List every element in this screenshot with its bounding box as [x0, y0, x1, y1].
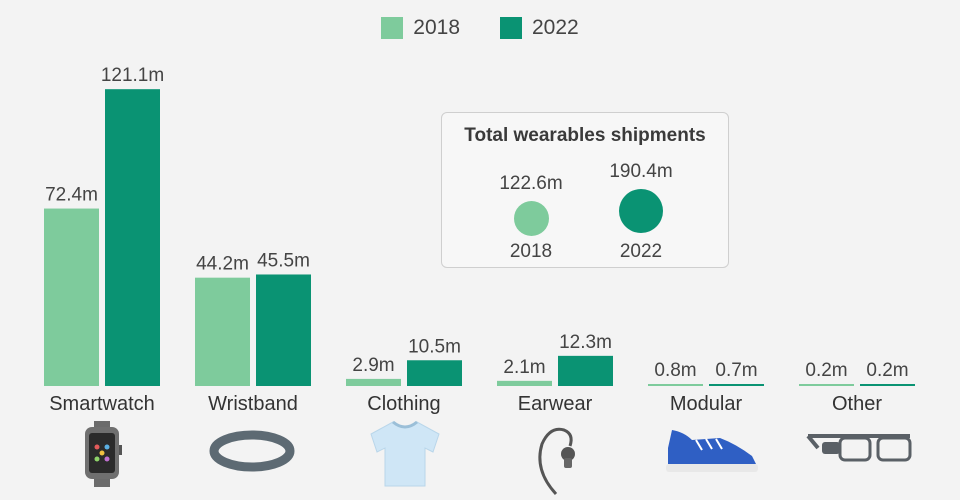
total-2018-value: 122.6m — [499, 173, 563, 194]
value-label-modular-2018: 0.8m — [654, 360, 696, 381]
bar-other-2022 — [860, 384, 915, 386]
bar-clothing-2018 — [346, 378, 401, 386]
t-shirt-icon — [370, 420, 440, 487]
value-label-other-2018: 0.2m — [805, 360, 847, 381]
bar-other-2018 — [799, 384, 854, 386]
chart-legend: 2018 2022 — [0, 16, 960, 40]
total-2018: 122.6m 2018 — [471, 173, 591, 273]
bar-smartwatch-2018 — [44, 208, 99, 386]
value-label-wristband-2018: 44.2m — [196, 254, 249, 275]
legend-swatch-2022 — [500, 17, 522, 39]
total-2022-value: 190.4m — [609, 161, 673, 182]
total-2022: 190.4m 2022 — [581, 161, 701, 271]
legend-item-2018: 2018 — [381, 16, 460, 40]
category-label-other: Other — [832, 393, 882, 415]
total-2018-year: 2018 — [509, 241, 553, 262]
category-label-modular: Modular — [670, 393, 743, 415]
value-label-clothing-2022: 10.5m — [408, 336, 461, 357]
category-label-smartwatch: Smartwatch — [49, 393, 155, 415]
value-label-other-2022: 0.2m — [866, 360, 908, 381]
legend-item-2022: 2022 — [500, 16, 579, 40]
value-label-earwear-2022: 12.3m — [559, 332, 612, 353]
category-label-wristband: Wristband — [208, 393, 298, 415]
category-label-earwear: Earwear — [518, 393, 593, 415]
total-2018-circle — [513, 201, 549, 236]
value-label-modular-2022: 0.7m — [715, 360, 757, 381]
bar-modular-2018 — [648, 384, 703, 386]
legend-label-2022: 2022 — [532, 16, 579, 39]
legend-swatch-2018 — [381, 17, 404, 39]
earpiece-icon — [538, 427, 575, 496]
value-label-smartwatch-2022: 121.1m — [101, 65, 164, 86]
bar-wristband-2022 — [256, 274, 311, 386]
total-shipments-title: Total wearables shipments — [464, 125, 706, 146]
bar-modular-2022 — [709, 384, 764, 386]
legend-label-2018: 2018 — [413, 16, 460, 39]
bars-group — [44, 89, 915, 386]
wristband-icon — [209, 430, 295, 472]
category-label-clothing: Clothing — [367, 393, 440, 415]
value-label-smartwatch-2018: 72.4m — [45, 185, 98, 206]
smartwatch-icon — [85, 421, 122, 487]
sneaker-icon — [666, 430, 758, 472]
bar-clothing-2022 — [407, 360, 462, 386]
bar-smartwatch-2022 — [105, 89, 160, 386]
bar-earwear-2018 — [497, 380, 552, 386]
total-shipments-box: Total wearables shipments 122.6m 2018 19… — [441, 112, 729, 268]
value-labels-group: 72.4m 121.1m 44.2m 45.5m 2.9m 10.5m 2.1m 12.3m 0… — [45, 65, 909, 381]
smart-glasses-icon — [806, 434, 912, 462]
bar-earwear-2022 — [558, 355, 613, 386]
value-label-wristband-2022: 45.5m — [257, 250, 310, 271]
category-labels-group: Smartwatch Wristband Clothing Earwear Modula… — [49, 393, 882, 415]
total-2022-year: 2022 — [619, 241, 663, 262]
bar-wristband-2018 — [195, 277, 250, 386]
value-label-earwear-2018: 2.1m — [503, 357, 545, 378]
value-label-clothing-2018: 2.9m — [352, 355, 394, 376]
total-2022-circle — [619, 189, 663, 233]
